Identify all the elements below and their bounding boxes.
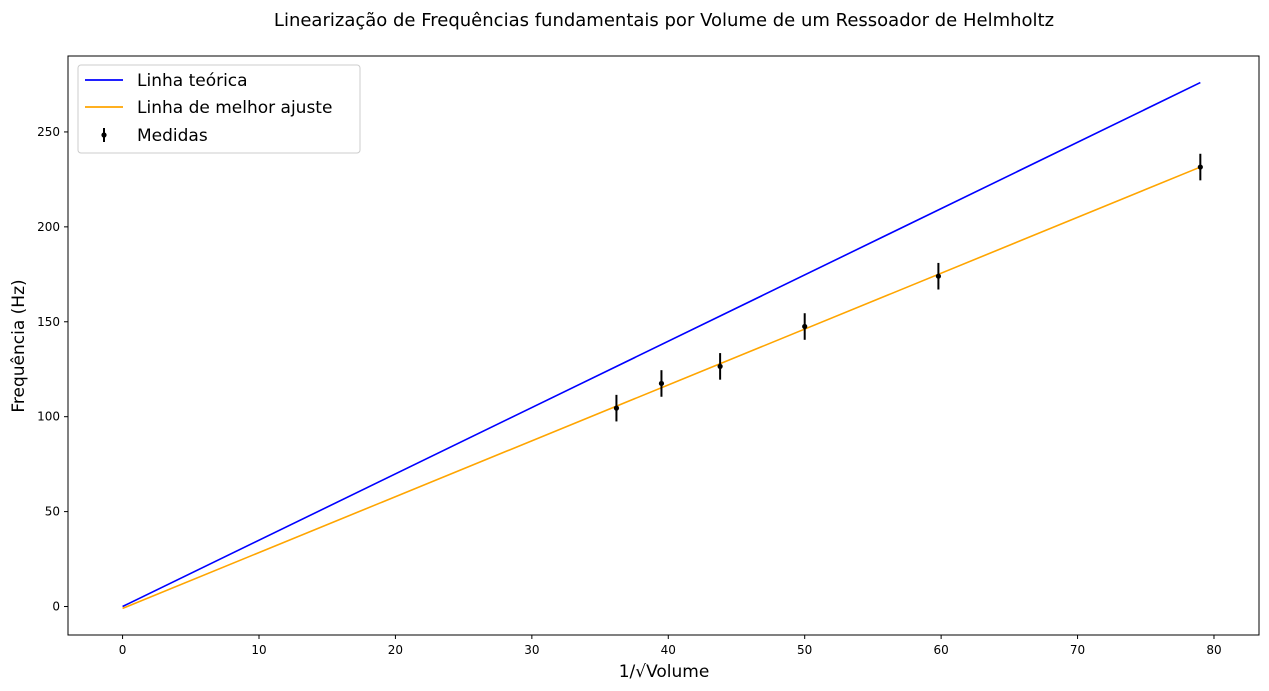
x-axis-label: 1/√Volume [619,662,710,682]
chart-title: Linearização de Frequências fundamentais… [274,10,1054,31]
y-tick-label: 0 [52,600,60,614]
x-tick-label: 0 [119,643,127,657]
y-axis-label: Frequência (Hz) [9,279,29,412]
legend-swatch-marker [101,132,107,138]
y-tick-label: 100 [37,410,60,424]
y-tick-label: 250 [37,125,60,139]
y-tick-label: 150 [37,315,60,329]
data-point [613,405,620,411]
plot-area [122,81,1203,610]
data-point [802,323,808,330]
x-tick-label: 70 [1070,643,1085,657]
x-axis: 0 10 20 30 40 50 60 70 80 [119,635,1222,657]
data-point [658,380,665,387]
x-tick-label: 20 [388,643,403,657]
legend-label: Linha de melhor ajuste [137,98,332,118]
y-axis: 0 50 100 150 200 250 [37,125,68,614]
x-tick-label: 60 [933,643,948,657]
y-tick-label: 200 [37,220,60,234]
y-tick-label: 50 [45,505,60,519]
x-tick-label: 10 [251,643,266,657]
legend-label: Linha teórica [137,71,248,91]
x-tick-label: 40 [661,643,676,657]
data-point [1197,164,1203,170]
legend-label: Medidas [137,126,208,146]
legend-box [77,64,361,154]
series-line [122,81,1201,608]
x-tick-label: 30 [524,643,539,657]
data-point [717,363,723,369]
x-tick-label: 80 [1206,643,1221,657]
x-tick-label: 50 [797,643,812,657]
plot-frame [67,55,1260,636]
data-point [935,273,941,279]
legend: Linha teórica Linha de melhor ajuste Medid… [77,64,361,154]
